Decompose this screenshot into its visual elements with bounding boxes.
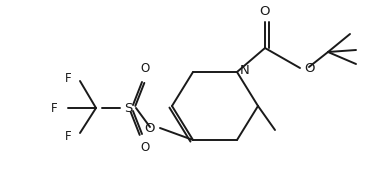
Text: N: N [240,65,250,77]
Text: O: O [145,123,155,135]
Text: F: F [66,130,72,142]
Text: O: O [140,141,150,154]
Text: F: F [66,72,72,84]
Text: O: O [260,5,270,18]
Text: O: O [140,62,150,75]
Text: O: O [304,63,314,75]
Text: F: F [51,102,58,114]
Text: S: S [124,102,132,114]
